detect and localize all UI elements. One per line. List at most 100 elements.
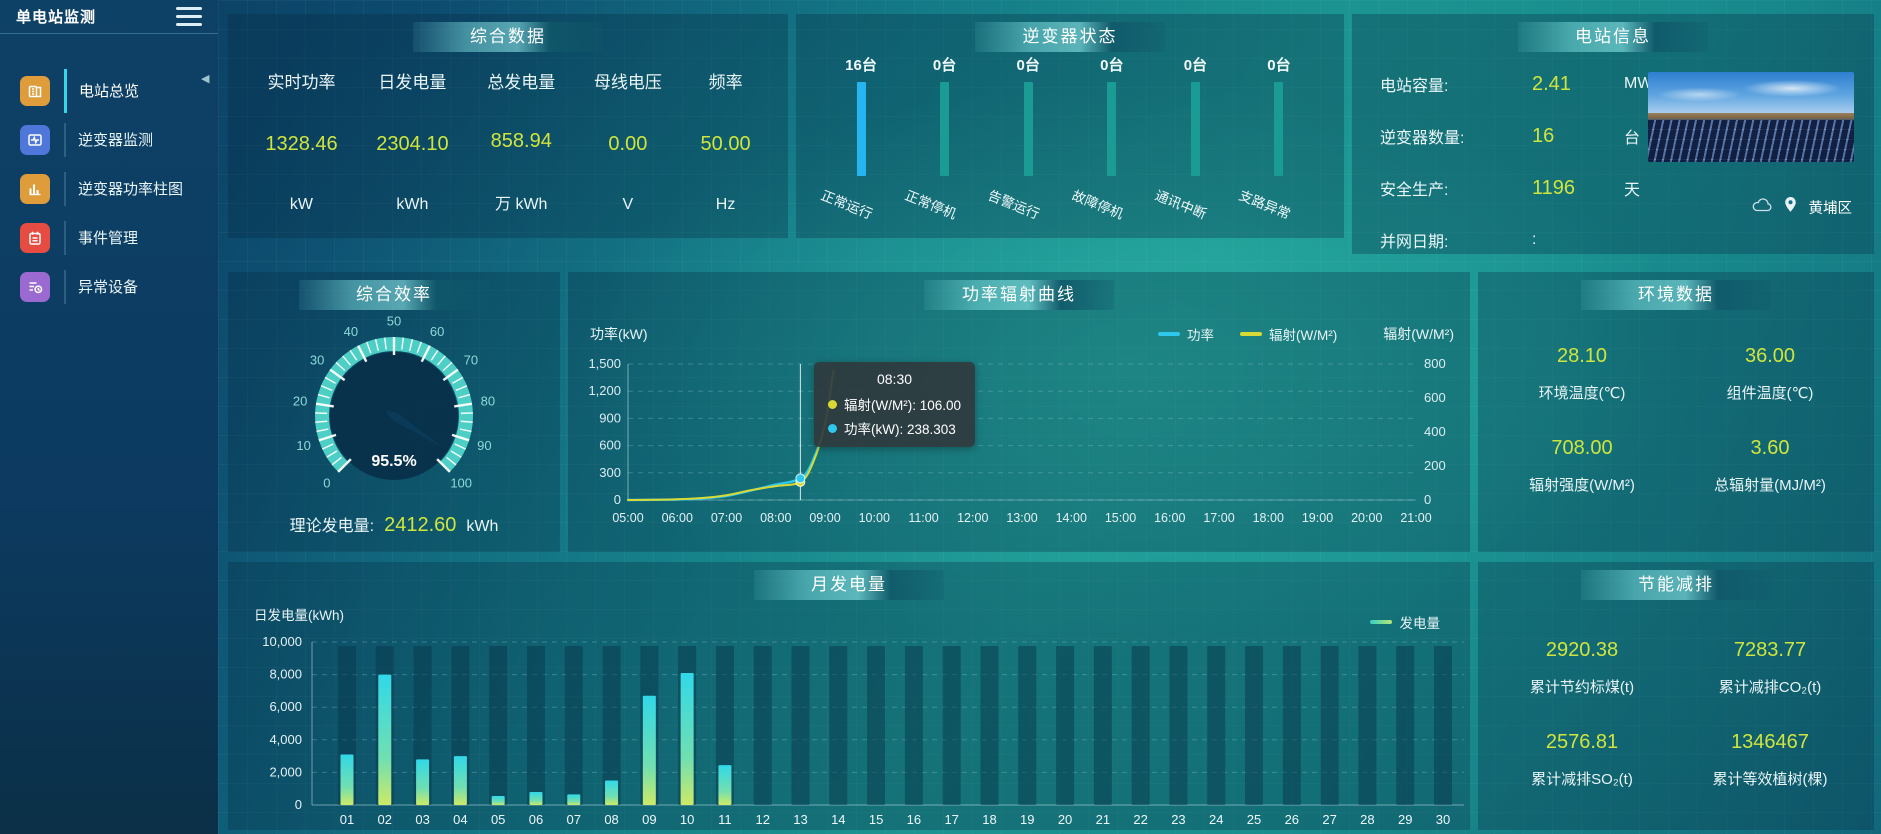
- station-info-row: 安全生产: 1196 天: [1380, 162, 1690, 214]
- svg-text:06: 06: [529, 812, 543, 827]
- monthly-generation-bar-chart[interactable]: 日发电量(kWh) 10,000 8,000 6,000 4,000 2,000 0 01 02…: [228, 562, 1470, 830]
- metric-value: 0.00: [608, 133, 648, 155]
- chart-tooltip: 08:30 辐射(W/M²): 106.00 功率(kW): 238.303: [814, 362, 976, 447]
- hamburger-menu-icon[interactable]: [176, 7, 202, 26]
- panel-energy-saving: 节能减排 2920.38 累计节约标煤(t) 7283.77 累计减排CO₂(t) 25…: [1478, 562, 1874, 830]
- metric-cell: 708.00 辐射强度(W/M²): [1488, 422, 1676, 510]
- svg-text:16:00: 16:00: [1154, 511, 1185, 525]
- svg-text:05: 05: [491, 812, 505, 827]
- svg-text:600: 600: [1424, 390, 1446, 405]
- panel-inverter-status: 逆变器状态 16台 正常运行 0台 正常停机 0台 告警运行 0台 故障停机 0台 通讯中断 0台支…: [796, 14, 1344, 238]
- svg-text:95.5%: 95.5%: [371, 453, 416, 470]
- weather-cloud-icon[interactable]: [1752, 197, 1772, 217]
- svg-text:200: 200: [1424, 458, 1446, 473]
- svg-text:70: 70: [464, 353, 478, 368]
- sidebar-item-inverter-monitor[interactable]: 逆变器监测: [0, 115, 218, 164]
- svg-text:90: 90: [477, 438, 491, 453]
- svg-text:20: 20: [293, 394, 307, 409]
- panel-summary-data: 综合数据 实时功率 1328.46 kW 日发电量 2304.10 kWh 总发电量 858.…: [228, 14, 788, 238]
- metric-label: 频率: [708, 73, 743, 92]
- metric-cell: 7283.77 累计减排CO₂(t): [1676, 624, 1864, 712]
- inverter-status-column: 0台 正常停机: [902, 54, 976, 232]
- svg-text:0: 0: [295, 797, 302, 812]
- sidebar-item-station-overview[interactable]: 电站总览: [0, 66, 218, 115]
- collapse-arrow-icon[interactable]: ◀: [201, 73, 210, 85]
- inverter-status-chart[interactable]: 16台 正常运行 0台 正常停机 0台 告警运行 0台 故障停机 0台 通讯中断 0台 支路异常: [819, 54, 1310, 232]
- inverter-status-column: 0台 告警运行: [986, 54, 1059, 232]
- svg-text:60: 60: [430, 324, 444, 339]
- sidebar-item-label: 电站总览: [79, 83, 140, 100]
- svg-text:08: 08: [604, 812, 618, 827]
- panel-title: 环境数据: [1581, 280, 1771, 310]
- line-chart-legend[interactable]: 功率 辐射(W/M²): [1158, 324, 1337, 344]
- location-pin-icon[interactable]: [1784, 196, 1797, 218]
- sidebar: 单电站监测 电站总览逆变器监测 逆变器功率柱图事件管理异常设备: [0, 0, 218, 834]
- station-info-row: 逆变器数量: 16 台: [1380, 110, 1690, 162]
- svg-text:900: 900: [599, 410, 621, 425]
- metric-unit: V: [622, 196, 634, 213]
- summary-metric: 母线电压 0.00 V: [594, 64, 662, 218]
- legend-label: 功率: [1187, 328, 1214, 343]
- metric-label: 组件温度(℃): [1726, 385, 1814, 402]
- metric-value: 1328.46: [265, 133, 338, 155]
- station-row-value: 16: [1532, 124, 1555, 147]
- sidebar-item-event-management[interactable]: 事件管理: [0, 213, 218, 262]
- svg-text:0: 0: [1424, 492, 1431, 507]
- app-title: 单电站监测: [16, 9, 97, 26]
- svg-text:15:00: 15:00: [1105, 511, 1136, 525]
- location-label[interactable]: 黄埔区: [1808, 200, 1853, 217]
- efficiency-gauge: 0 10 20 30 40 50 60 70 80 90 100 95.5%: [254, 306, 534, 515]
- station-row-value: 2.41: [1532, 72, 1571, 95]
- legend-item[interactable]: 功率: [1158, 324, 1214, 344]
- inverter-status-column: 0台支路异常: [1237, 54, 1310, 232]
- metric-value: 2920.38: [1545, 639, 1619, 661]
- metric-unit: kWh: [396, 196, 429, 213]
- metric-cell: 3.60 总辐射量(MJ/M²): [1676, 422, 1864, 510]
- svg-text:01: 01: [340, 812, 354, 827]
- metric-value: 36.00: [1744, 345, 1796, 367]
- panel-title: 电站信息: [1518, 22, 1708, 52]
- station-row-label: 逆变器数量:: [1380, 130, 1465, 147]
- svg-text:19: 19: [1020, 812, 1034, 827]
- metric-value: 708.00: [1551, 437, 1613, 459]
- theoretical-generation: 理论发电量: 2412.60 kWh: [289, 514, 499, 536]
- metric-label: 日发电量: [378, 73, 447, 92]
- panel-title: 功率辐射曲线: [924, 280, 1114, 310]
- metric-cell: 1346467 累计等效植树(棵): [1676, 716, 1864, 804]
- panel-title: 月发电量: [754, 570, 944, 600]
- metric-label: 累计节约标煤(t): [1529, 679, 1635, 696]
- inverter-count-label: 0台: [1016, 57, 1040, 74]
- metric-value: 2576.81: [1545, 731, 1619, 753]
- svg-text:80: 80: [481, 394, 495, 409]
- svg-text:日发电量(kWh): 日发电量(kWh): [254, 608, 344, 623]
- generation-legend-mark: [1369, 620, 1392, 624]
- panel-title: 节能减排: [1581, 570, 1771, 600]
- metric-cell: 2920.38 累计节约标煤(t): [1488, 624, 1676, 712]
- legend-item[interactable]: 辐射(W/M²): [1240, 324, 1337, 344]
- energy-saving-metrics: 2920.38 累计节约标煤(t) 7283.77 累计减排CO₂(t) 2576.81…: [1488, 624, 1864, 804]
- station-row-value: 1196: [1532, 176, 1576, 199]
- inverter-status-label: 支路异常: [1236, 187, 1293, 222]
- line-chart-header: 功率(kW) 功率 辐射(W/M²) 辐射(W/M²): [590, 324, 1454, 344]
- sidebar-item-accent: [64, 171, 66, 206]
- sidebar-item-inverter-power-bars[interactable]: 逆变器功率柱图: [0, 164, 218, 213]
- svg-text:07:00: 07:00: [711, 511, 742, 525]
- metric-label: 母线电压: [593, 73, 662, 92]
- inverter-status-bar: [1274, 82, 1284, 176]
- inverter-count-label: 0台: [1267, 57, 1291, 74]
- sidebar-item-label: 事件管理: [78, 230, 139, 247]
- svg-text:20:00: 20:00: [1351, 511, 1382, 525]
- svg-text:10:00: 10:00: [859, 511, 890, 525]
- metric-unit: 万 kWh: [495, 196, 548, 213]
- metric-label: 实时功率: [267, 73, 336, 92]
- svg-text:8,000: 8,000: [269, 667, 302, 682]
- tooltip-series-dot: [828, 399, 837, 409]
- inverter-count-label: 16台: [845, 57, 877, 74]
- inverter-status-column: 0台 通讯中断: [1153, 54, 1226, 232]
- svg-text:300: 300: [599, 465, 621, 480]
- power-radiation-line-chart[interactable]: 1,500 1,200 900 600 300 0 800 600 400 200 0 05:00 06…: [578, 350, 1460, 546]
- svg-text:1,200: 1,200: [588, 383, 621, 398]
- bar-chart-legend[interactable]: 发电量: [1369, 612, 1440, 632]
- sidebar-item-abnormal-devices[interactable]: 异常设备: [0, 262, 218, 311]
- tooltip-series-dot: [828, 423, 837, 433]
